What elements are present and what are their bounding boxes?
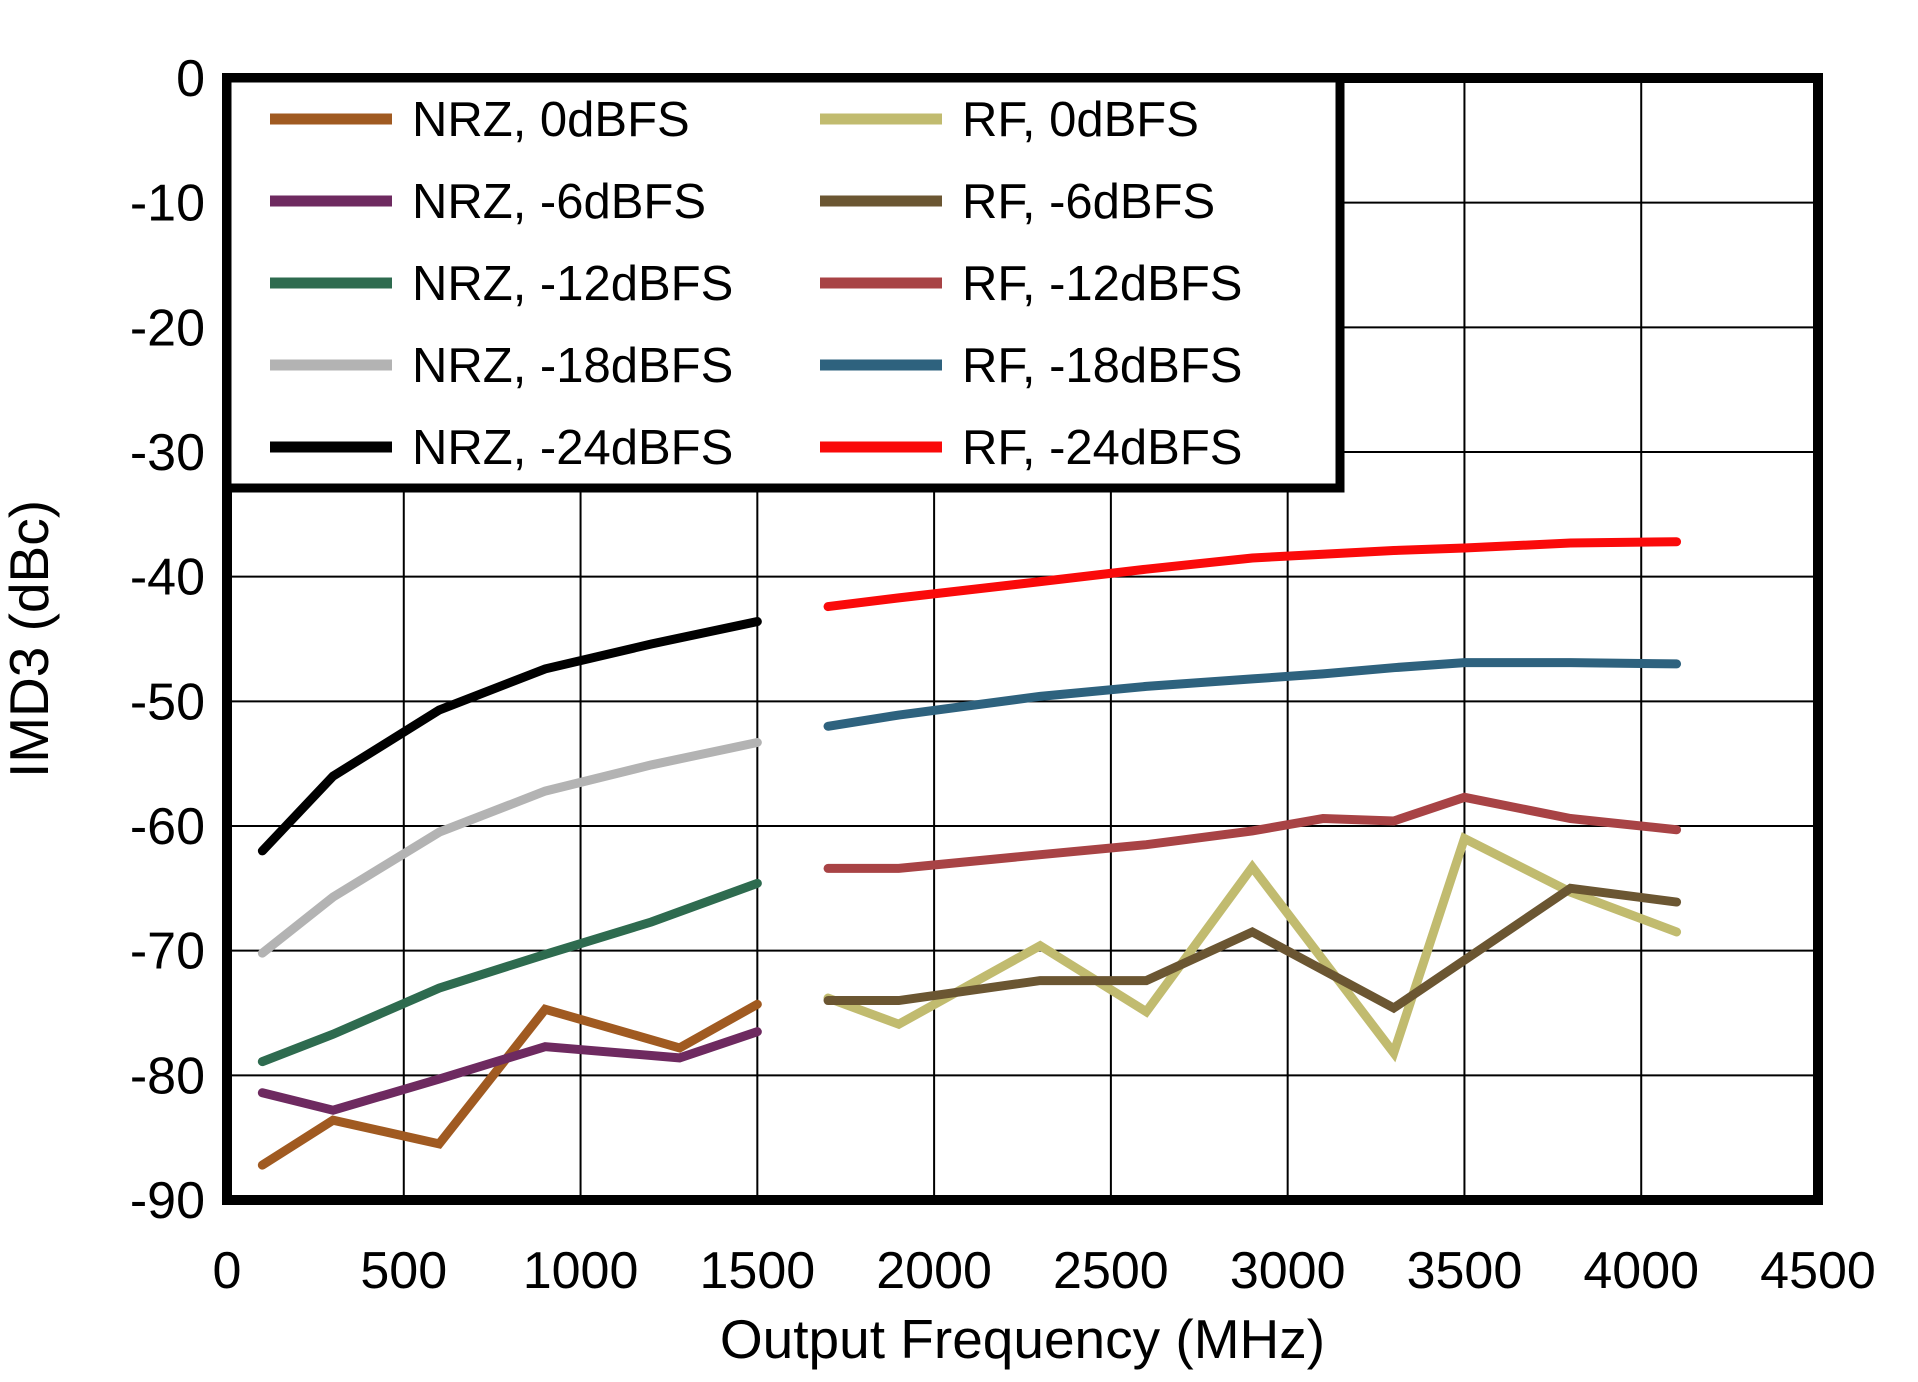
y-axis-title: IMD3 (dBc) — [0, 500, 60, 778]
x-axis-title: Output Frequency (MHz) — [720, 1308, 1325, 1370]
legend-label: RF, -18dBFS — [962, 339, 1242, 393]
series-line-rf--24dbfs — [823, 537, 1682, 612]
x-tick-label: 500 — [360, 1242, 447, 1300]
legend-box — [222, 73, 1345, 493]
legend-label: NRZ, -12dBFS — [412, 257, 733, 311]
series-line-rf--12dbfs — [823, 792, 1682, 873]
series-line-rf--6dbfs — [823, 883, 1682, 1014]
legend-label: RF, -6dBFS — [962, 175, 1215, 229]
x-tick-label: 4500 — [1760, 1242, 1876, 1300]
legend-entry: RF, -6dBFS — [820, 175, 1215, 229]
y-tick-label: -30 — [130, 424, 205, 482]
legend-entry: NRZ, -12dBFS — [270, 257, 733, 311]
x-tick-label: 2500 — [1053, 1242, 1169, 1300]
legend-entry: RF, -18dBFS — [820, 339, 1242, 393]
series-line-rf--18dbfs — [823, 658, 1682, 731]
legend-label: NRZ, -6dBFS — [412, 175, 706, 229]
x-tick-label: 3500 — [1407, 1242, 1523, 1300]
x-tick-label: 3000 — [1230, 1242, 1346, 1300]
legend-label: NRZ, -24dBFS — [412, 421, 733, 475]
y-tick-label: -20 — [130, 299, 205, 357]
y-tick-label: -70 — [130, 923, 205, 981]
legend-entry: RF, 0dBFS — [820, 93, 1199, 147]
legend-entry: NRZ, -18dBFS — [270, 339, 733, 393]
legend-entry: NRZ, 0dBFS — [270, 93, 690, 147]
y-tick-label: -90 — [130, 1172, 205, 1230]
x-tick-label: 1000 — [523, 1242, 639, 1300]
legend-label: RF, -24dBFS — [962, 421, 1242, 475]
legend-label: RF, -12dBFS — [962, 257, 1242, 311]
legend-entry: RF, -24dBFS — [820, 421, 1242, 475]
series-line-nrz-0dbfs — [257, 999, 762, 1170]
x-tick-label: 1500 — [699, 1242, 815, 1300]
y-tick-label: -40 — [130, 549, 205, 607]
y-tick-label: -80 — [130, 1047, 205, 1105]
y-axis-tick-labels: 0 -10 -20 -30 -40 -50 -60 -70 -80 -90 — [130, 50, 205, 1230]
legend-label: NRZ, -18dBFS — [412, 339, 733, 393]
series-lines — [257, 537, 1682, 1170]
legend-label: NRZ, 0dBFS — [412, 93, 690, 147]
legend-entry: RF, -12dBFS — [820, 257, 1242, 311]
series-line-nrz--18dbfs — [257, 737, 762, 958]
x-tick-label: 4000 — [1583, 1242, 1699, 1300]
legend-entry: NRZ, -24dBFS — [270, 421, 733, 475]
x-axis-tick-labels: 0 500 1000 1500 2000 2500 3000 3500 4000 4500 — [213, 1242, 1876, 1300]
legend-label: RF, 0dBFS — [962, 93, 1199, 147]
series-line-nrz--24dbfs — [257, 617, 762, 856]
y-tick-label: -60 — [130, 798, 205, 856]
series-line-nrz--12dbfs — [257, 878, 762, 1067]
legend: NRZ, 0dBFS NRZ, -6dBFS NRZ, -12dBFS NRZ, -1… — [222, 73, 1345, 493]
y-tick-label: -10 — [130, 175, 205, 233]
y-tick-label: -50 — [130, 673, 205, 731]
x-tick-label: 2000 — [876, 1242, 992, 1300]
series-line-nrz--6dbfs — [257, 1027, 762, 1115]
y-tick-label: 0 — [176, 50, 205, 108]
legend-entry: NRZ, -6dBFS — [270, 175, 706, 229]
x-tick-label: 0 — [213, 1242, 242, 1300]
